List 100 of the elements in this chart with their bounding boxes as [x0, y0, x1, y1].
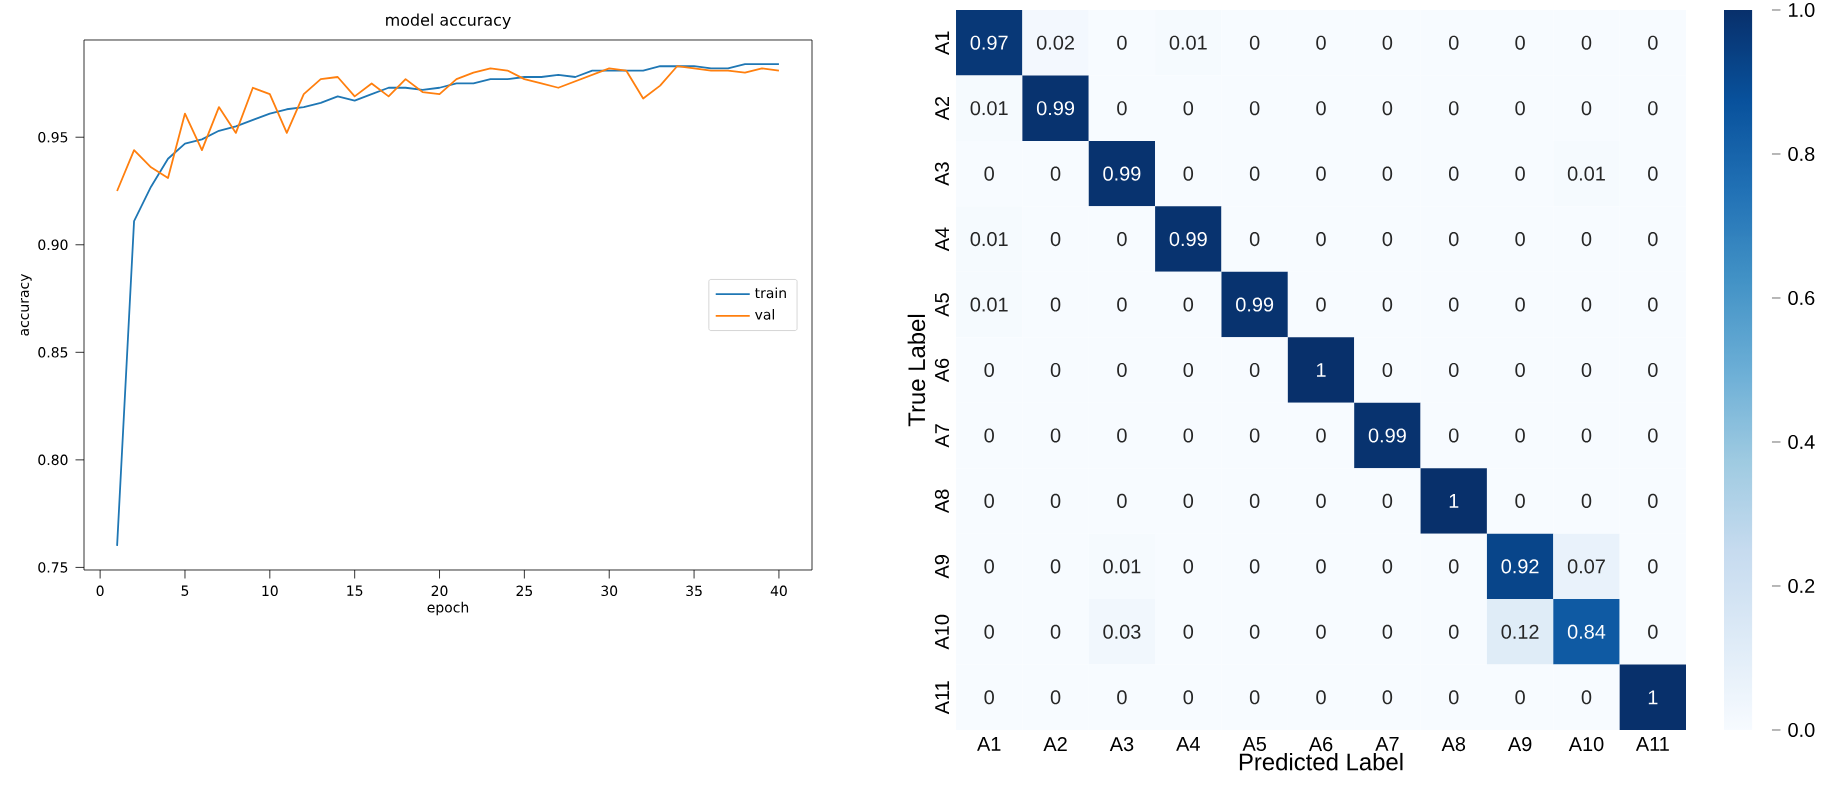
data-label: 0	[1448, 624, 1459, 639]
data-label: 0.12	[1501, 624, 1539, 639]
data-label: 0	[984, 428, 994, 443]
color-bar-label: 0.4	[1788, 434, 1815, 450]
data-label: 0	[1249, 232, 1260, 247]
data-label: 0	[1117, 101, 1127, 116]
data-label: 0	[1382, 624, 1393, 639]
data-label: 0	[1581, 35, 1592, 50]
data-label: 0	[1382, 559, 1393, 574]
x-tick-label: A10	[1568, 737, 1604, 752]
data-label: 0	[1448, 559, 1459, 574]
x-tick-label: A4	[1176, 737, 1200, 751]
data-label: 0	[1515, 297, 1525, 312]
data-label: 0	[1183, 428, 1194, 443]
y-tick-label: A8	[934, 489, 949, 514]
data-label: 0	[1515, 362, 1525, 378]
color-bar-label: 0.6	[1788, 290, 1815, 306]
data-label: 0	[1050, 166, 1061, 181]
data-label: 0	[1382, 232, 1393, 247]
data-label: 0	[1382, 493, 1393, 508]
data-label: 0	[1382, 35, 1393, 50]
y-tick-label: A7	[935, 424, 949, 448]
data-label: 0	[1249, 559, 1260, 574]
data-label: 0	[1117, 35, 1127, 50]
data-label: 0	[1050, 559, 1061, 574]
data-label: 0.01	[970, 101, 1008, 116]
data-label: 0	[1448, 35, 1459, 50]
x-tick-label: A11	[1635, 737, 1669, 751]
data-label: 0.01	[1567, 166, 1605, 181]
y-tick-label: A9	[934, 555, 949, 579]
data-label: 0	[1382, 362, 1393, 378]
data-label: 0	[1183, 493, 1194, 508]
data-label: 0.99	[1236, 297, 1274, 312]
data-label: 0	[1050, 493, 1061, 508]
data-label: 0	[1050, 690, 1061, 705]
data-label: 0	[1448, 166, 1459, 181]
data-label: 0	[1382, 690, 1393, 705]
data-label: 0	[1581, 232, 1592, 247]
data-label: 0	[1249, 624, 1260, 639]
data-label: 0	[1515, 35, 1525, 50]
y-tick-label: A5	[935, 293, 949, 317]
data-label: 0	[1249, 493, 1260, 508]
data-label: 1	[1648, 690, 1658, 705]
data-label: 0	[1581, 297, 1592, 312]
x-tick-label: A6	[1308, 737, 1333, 752]
x-tick-label: A3	[1109, 737, 1134, 752]
data-label: 0	[1382, 166, 1393, 181]
data-label: 0.01	[970, 232, 1008, 247]
data-label: 0	[1183, 690, 1194, 705]
data-label: 0	[1316, 690, 1326, 705]
data-label: 0	[1581, 101, 1592, 116]
data-label: 0.99	[1103, 166, 1141, 181]
data-label: 0	[1316, 166, 1326, 181]
data-label: 0	[1316, 559, 1326, 574]
data-label: 0	[1515, 166, 1525, 181]
y-tick-label: A10	[934, 614, 949, 650]
data-label: 0	[1316, 101, 1326, 116]
data-label: 0	[1648, 362, 1658, 378]
data-label: 0	[1117, 493, 1127, 508]
data-label: 0	[1648, 493, 1658, 508]
data-label: 0	[1117, 232, 1127, 247]
data-label: 0	[1183, 101, 1194, 116]
data-label: 1	[1317, 363, 1326, 377]
color-bar-label: 1.0	[1789, 2, 1815, 18]
y-tick-label: A3	[934, 162, 949, 186]
data-label: 0	[1249, 428, 1260, 443]
data-label: 0.03	[1103, 624, 1141, 639]
data-label: 0	[1050, 232, 1061, 247]
data-label: 0	[1515, 428, 1525, 443]
data-label: 0.97	[970, 35, 1008, 50]
data-label: 0	[1183, 624, 1194, 639]
data-label: 0	[1117, 690, 1127, 705]
data-label: 0	[1316, 35, 1326, 50]
data-label: 0	[1183, 297, 1194, 312]
data-label: 0.07	[1567, 559, 1605, 574]
x-tick-label: A2	[1043, 737, 1067, 751]
x-tick-label: A9	[1507, 737, 1532, 752]
data-label: 0	[1581, 493, 1592, 508]
data-label: 0	[1249, 690, 1260, 705]
data-label: 0	[1249, 35, 1260, 50]
data-label: 0	[1316, 232, 1326, 247]
y-tick-label: A11	[935, 681, 949, 715]
data-label: 0	[984, 690, 994, 705]
data-label: 1	[1449, 494, 1459, 508]
x-tick-label: A7	[1375, 737, 1399, 751]
data-label: 0	[1117, 428, 1127, 443]
data-label: 0.01	[970, 297, 1008, 312]
data-label: 0	[1050, 362, 1061, 378]
data-label: 0.02	[1036, 35, 1074, 50]
data-label: 0	[1249, 362, 1260, 378]
color-bar-label: 0.8	[1788, 146, 1815, 162]
x-tick-label: A1	[977, 737, 1001, 751]
data-label: 0	[1581, 690, 1592, 705]
data-label: 0	[1448, 428, 1459, 443]
data-label: 0	[1648, 232, 1658, 247]
data-label: 0	[1648, 559, 1658, 574]
data-label: 0	[1648, 166, 1658, 181]
data-label: 0.99	[1169, 232, 1207, 247]
data-label: 0	[1183, 559, 1194, 574]
data-label: 0	[1316, 493, 1326, 508]
